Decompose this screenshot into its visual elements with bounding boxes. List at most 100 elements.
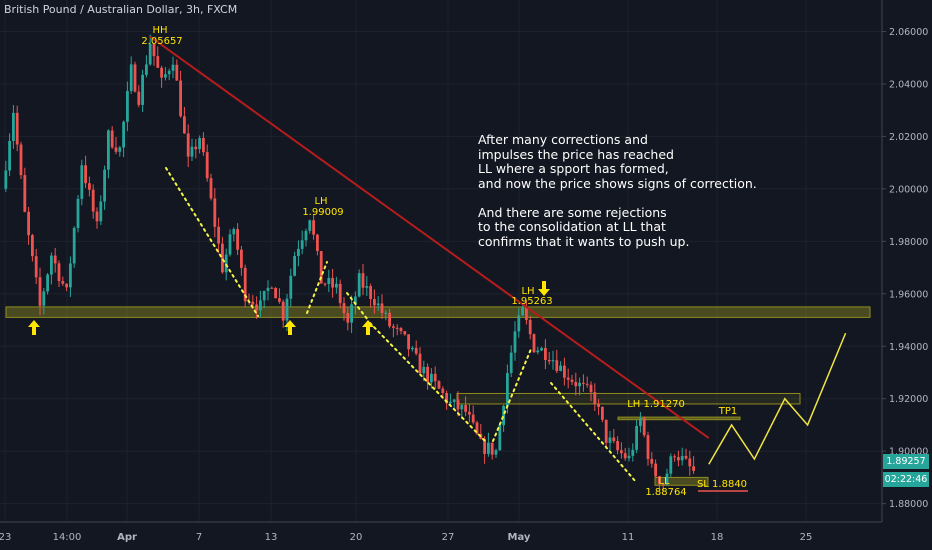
candle-body	[38, 277, 42, 306]
dotted-wave-line	[550, 382, 637, 483]
candle-body	[376, 303, 380, 306]
candle-body	[468, 411, 471, 415]
price-tick-label: 2.00000	[889, 184, 928, 195]
time-tick-label: 13	[265, 532, 278, 543]
candle-body	[608, 437, 612, 443]
candle-body	[654, 463, 657, 477]
analysis-note-line: LL where a spport has formed,	[478, 161, 669, 176]
candle-body	[31, 235, 34, 257]
candle-body	[194, 146, 198, 150]
up-arrow-icon	[362, 320, 374, 335]
candle-body	[414, 347, 418, 354]
candle-body	[224, 254, 228, 273]
down-arrow-icon	[538, 281, 550, 296]
candle-body	[483, 438, 486, 454]
candle-body	[623, 453, 627, 459]
analysis-note-line: and now the price shows signs of correct…	[478, 175, 757, 191]
candle-body	[646, 435, 650, 459]
candle-body	[304, 230, 308, 241]
candle-body	[156, 56, 160, 68]
candle-body	[544, 347, 547, 360]
candle-body	[475, 422, 479, 434]
candle-body	[15, 112, 19, 145]
candle-body	[540, 347, 543, 351]
candle-body	[327, 277, 331, 285]
price-tick-label: 2.06000	[889, 27, 928, 38]
up-arrow-icon	[284, 320, 296, 335]
time-tick-label: 27	[442, 532, 455, 543]
chart-annotation-label: LL	[658, 476, 670, 487]
candle-body	[677, 457, 680, 461]
candle-body	[133, 64, 137, 92]
candle-body	[692, 466, 695, 471]
bar-countdown-tag: 02:22:46	[883, 472, 929, 487]
candle-body	[53, 255, 57, 264]
candle-body	[354, 296, 357, 305]
candle-body	[487, 442, 490, 454]
candle-body	[46, 274, 49, 292]
chart-grid	[0, 0, 882, 522]
candle-body	[27, 211, 30, 236]
candle-body	[69, 263, 72, 288]
time-tick-label: 14:00	[53, 532, 82, 543]
candle-body	[407, 334, 410, 350]
candle-body	[312, 220, 315, 235]
time-tick-label: 20	[350, 532, 363, 543]
candle-body	[152, 43, 156, 57]
analysis-note-line: impulses the price has reached	[478, 146, 674, 162]
candle-body	[373, 299, 376, 306]
candle-body	[437, 381, 441, 389]
candle-body	[418, 353, 422, 374]
candle-body	[620, 450, 623, 454]
candle-body	[627, 455, 631, 459]
candle-body	[521, 307, 524, 316]
candle-body	[183, 116, 186, 134]
candle-body	[289, 275, 293, 299]
candle-body	[266, 287, 270, 291]
candle-body	[403, 331, 407, 335]
time-tick-label: 23	[0, 532, 11, 543]
candle-body	[259, 300, 262, 311]
candle-body	[684, 455, 688, 459]
price-zones	[5, 306, 871, 486]
candle-body	[384, 312, 388, 314]
candle-body	[331, 277, 334, 288]
candle-body	[471, 414, 475, 423]
candle-body	[88, 183, 91, 190]
candle-body	[631, 449, 635, 456]
candle-body	[509, 352, 513, 373]
time-axis[interactable]: 23 14:00 Apr 7 13 20 27 May 11 18 25	[0, 532, 812, 543]
candle-body	[243, 267, 247, 302]
candle-body	[270, 287, 274, 289]
candle-body	[293, 256, 296, 276]
candle-body	[506, 372, 509, 406]
candle-body	[604, 419, 608, 443]
candle-body	[175, 64, 179, 81]
chart-annotation-label: LH 1.91270	[627, 399, 685, 410]
candle-body	[217, 226, 220, 244]
candle-body	[342, 303, 346, 314]
candle-body	[566, 377, 570, 380]
price-axis[interactable]: 1.88000 1.90000 1.92000 1.94000 1.96000 1.980…	[882, 27, 928, 510]
candle-body	[84, 165, 87, 184]
candle-body	[118, 147, 122, 152]
up-arrow-icon	[28, 320, 40, 335]
candle-body	[494, 450, 498, 455]
candle-body	[19, 144, 23, 176]
candle-body	[300, 240, 304, 249]
candle-body	[308, 220, 312, 231]
price-tick-label: 1.88000	[889, 499, 928, 510]
candle-body	[80, 165, 84, 199]
candle-body	[95, 211, 99, 222]
candle-body	[593, 392, 597, 405]
candle-body	[148, 43, 152, 65]
support-zone	[5, 306, 871, 318]
candle-body	[369, 286, 372, 300]
analysis-note-line: to the consolidation at LL that	[478, 219, 666, 234]
candle-body	[76, 198, 80, 228]
candle-body	[395, 327, 399, 329]
candle-body	[392, 326, 395, 328]
candle-body	[680, 455, 684, 461]
candle-body	[361, 273, 365, 288]
